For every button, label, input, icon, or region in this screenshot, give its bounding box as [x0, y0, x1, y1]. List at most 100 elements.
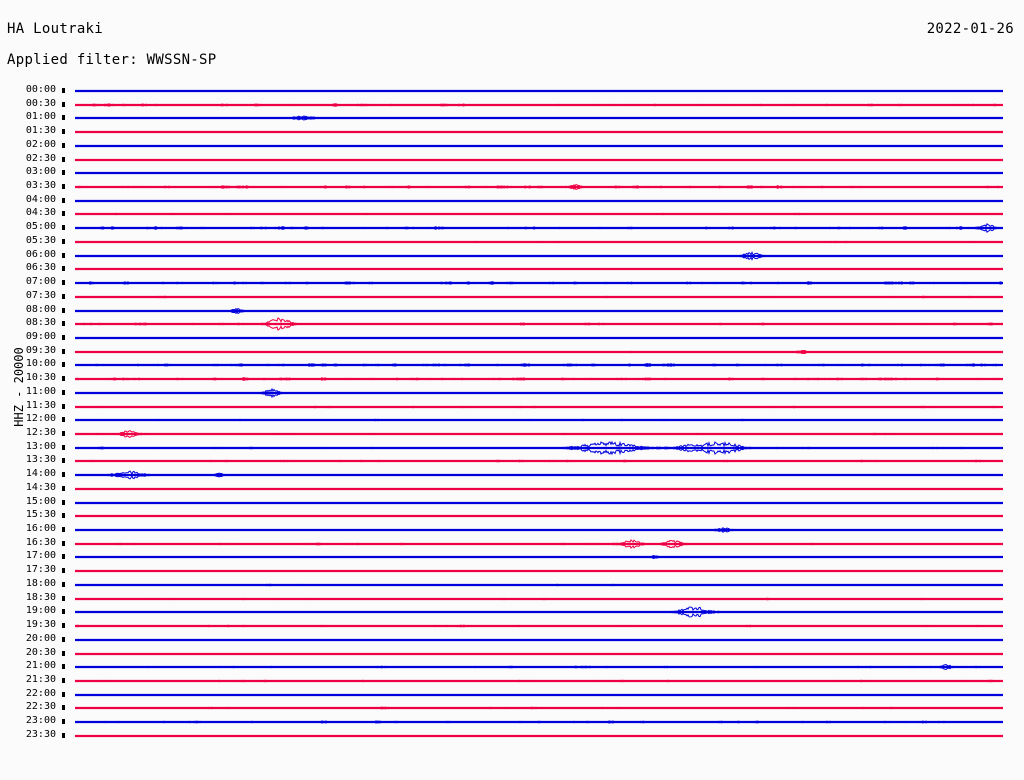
helicorder-row: 16:00	[0, 524, 1024, 538]
row-time-label: 10:00	[25, 358, 56, 370]
seismic-trace	[74, 483, 1003, 495]
row-time-label: 05:00	[25, 221, 56, 233]
helicorder-row: 11:00	[0, 386, 1024, 401]
seismic-trace	[74, 538, 1003, 550]
row-tick-mark	[62, 705, 65, 711]
seismic-trace	[74, 317, 1003, 331]
helicorder-row: 20:00	[0, 632, 1024, 648]
helicorder-row: 13:00	[0, 440, 1024, 456]
helicorder-row: 23:00	[0, 716, 1024, 730]
seismic-trace	[74, 401, 1003, 413]
seismic-trace	[74, 195, 1003, 207]
helicorder-row: 09:00	[0, 331, 1024, 346]
row-tick-mark	[62, 417, 65, 423]
seismic-trace	[74, 332, 1003, 344]
row-time-label: 17:00	[25, 550, 56, 562]
row-tick-mark	[62, 88, 65, 93]
row-tick-mark	[62, 321, 65, 327]
seismic-trace	[74, 99, 1003, 111]
helicorder-row: 04:30	[0, 208, 1024, 222]
row-time-label: 07:00	[25, 276, 56, 288]
helicorder-row: 14:00	[0, 469, 1024, 483]
helicorder-row: 09:30	[0, 344, 1024, 360]
row-tick-mark	[62, 444, 65, 450]
helicorder-row: 21:00	[0, 661, 1024, 675]
helicorder-row: 13:30	[0, 455, 1024, 469]
helicorder-row: 02:00	[0, 139, 1024, 154]
row-time-label: 21:30	[25, 673, 56, 685]
row-time-label: 22:00	[25, 687, 56, 699]
helicorder-row: 23:30	[0, 729, 1024, 744]
row-tick-mark	[62, 280, 65, 286]
helicorder-row: 19:30	[0, 620, 1024, 634]
seismic-trace	[74, 154, 1003, 166]
seismic-trace	[74, 140, 1003, 152]
row-time-label: 03:00	[25, 166, 56, 178]
helicorder-row: 20:30	[0, 647, 1024, 662]
seismic-trace	[74, 661, 1003, 673]
row-tick-mark	[62, 691, 65, 697]
row-time-label: 16:30	[25, 536, 56, 548]
helicorder-row: 15:00	[0, 496, 1024, 511]
helicorder-row: 17:00	[0, 551, 1024, 565]
helicorder-row: 22:30	[0, 702, 1024, 716]
row-time-label: 06:30	[25, 262, 56, 274]
seismic-trace	[74, 85, 1003, 97]
seismic-trace	[74, 428, 1003, 440]
row-time-label: 20:00	[25, 632, 56, 644]
helicorder-row: 00:00	[0, 85, 1024, 99]
seismic-trace	[74, 675, 1003, 687]
row-tick-mark	[62, 677, 65, 683]
row-tick-mark	[62, 458, 65, 464]
row-time-label: 04:00	[25, 193, 56, 205]
row-time-label: 13:30	[25, 454, 56, 466]
row-time-label: 17:30	[25, 564, 56, 576]
row-tick-mark	[62, 499, 65, 505]
row-time-label: 01:00	[25, 111, 56, 123]
row-tick-mark	[62, 472, 65, 478]
seismic-trace	[74, 222, 1003, 234]
seismic-trace	[74, 469, 1003, 481]
row-tick-mark	[62, 719, 65, 725]
row-time-label: 04:30	[25, 207, 56, 219]
row-time-label: 07:30	[25, 289, 56, 301]
seismic-trace	[74, 455, 1003, 467]
row-time-label: 18:30	[25, 591, 56, 603]
helicorder-row: 01:30	[0, 126, 1024, 140]
helicorder-row: 11:30	[0, 400, 1024, 415]
row-time-label: 14:30	[25, 481, 56, 493]
row-tick-mark	[62, 431, 65, 436]
helicorder-row: 00:30	[0, 98, 1024, 113]
row-tick-mark	[62, 389, 65, 395]
helicorder-row: 07:00	[0, 277, 1024, 291]
row-time-label: 19:30	[25, 619, 56, 631]
row-tick-mark	[62, 609, 65, 615]
row-tick-mark	[62, 156, 65, 162]
helicorder-row: 10:30	[0, 373, 1024, 387]
seismic-trace	[74, 236, 1003, 248]
helicorder-row: 22:00	[0, 687, 1024, 703]
row-tick-mark	[62, 170, 65, 176]
seismic-trace	[75, 524, 1003, 536]
seismic-trace	[74, 730, 1003, 742]
helicorder-row: 05:00	[0, 222, 1024, 236]
helicorder-row: 06:30	[0, 263, 1024, 277]
row-time-label: 08:30	[25, 317, 56, 329]
row-tick-mark	[62, 252, 65, 258]
seismic-trace	[74, 167, 1003, 179]
helicorder-row: 15:30	[0, 510, 1024, 524]
seismic-trace	[74, 346, 1003, 358]
row-tick-mark	[62, 334, 65, 340]
row-tick-mark	[62, 307, 65, 313]
row-tick-mark	[62, 540, 65, 546]
row-time-label: 09:30	[25, 344, 56, 356]
row-time-label: 02:30	[25, 152, 56, 164]
row-tick-mark	[62, 527, 65, 533]
row-tick-mark	[62, 293, 65, 299]
row-tick-mark	[62, 595, 65, 601]
row-time-label: 03:30	[25, 180, 56, 192]
row-time-label: 12:00	[25, 413, 56, 425]
helicorder-row: 21:30	[0, 673, 1024, 689]
row-time-label: 22:30	[25, 701, 56, 713]
seismic-trace	[74, 634, 1003, 646]
